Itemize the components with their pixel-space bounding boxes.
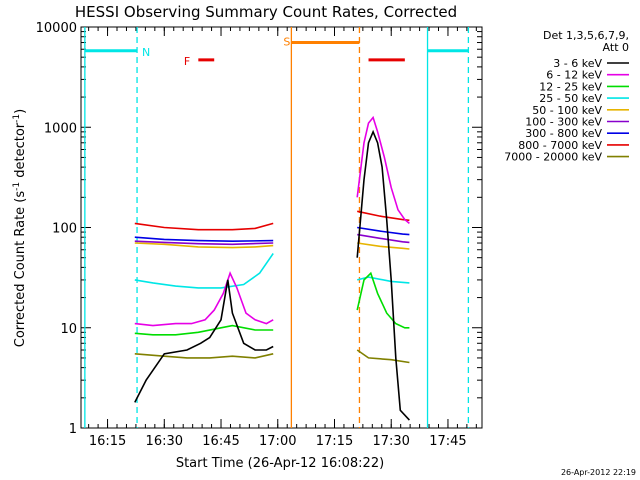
- series-line: [357, 276, 410, 284]
- legend-entry-label: 300 - 800 keV: [525, 127, 602, 140]
- legend-entry-label: 800 - 7000 keV: [518, 139, 602, 152]
- series-line: [357, 226, 410, 236]
- axis-ticks: 1 10 100 1000 10000 16:15 16:30 16:45 17:00 17:15…: [36, 21, 482, 449]
- mode-annotations: N F S: [142, 35, 290, 68]
- plot-frame: [80, 26, 483, 429]
- mode-annotation: F: [184, 55, 190, 68]
- mode-annotation: N: [142, 46, 150, 59]
- x-tick-label: 17:00: [259, 434, 296, 449]
- mode-bars: [84, 41, 469, 62]
- series-line: [356, 115, 410, 225]
- x-axis-label: Start Time (26-Apr-12 16:08:22): [176, 456, 384, 471]
- x-tick-label: 16:45: [202, 434, 239, 449]
- series-line: [134, 271, 274, 327]
- y-tick-label: 100: [52, 222, 77, 237]
- legend-entry-label: 25 - 50 keV: [539, 92, 602, 105]
- legend-entry-label: 3 - 6 keV: [553, 57, 602, 70]
- chart-title: HESSI Observing Summary Count Rates, Cor…: [75, 3, 457, 21]
- y-tick-label: 1: [69, 422, 77, 437]
- legend-entry-label: 12 - 25 keV: [539, 80, 602, 93]
- legend-header-detectors: Det 1,3,5,6,7,9,: [543, 29, 629, 42]
- series-line: [356, 129, 410, 421]
- timestamp: 26-Apr-2012 22:19: [561, 468, 636, 477]
- series-line: [134, 253, 274, 289]
- x-tick-label: 17:15: [316, 434, 353, 449]
- series-line: [357, 242, 410, 250]
- legend-entry-label: 100 - 300 keV: [525, 116, 602, 129]
- x-tick-label: 17:30: [372, 434, 409, 449]
- series-line: [134, 324, 274, 336]
- mode-annotation: S: [283, 35, 290, 48]
- series-line: [134, 242, 274, 249]
- series-line: [134, 222, 274, 231]
- legend-entry-label: 6 - 12 keV: [546, 69, 602, 82]
- series-line: [356, 271, 410, 329]
- series-line: [134, 236, 274, 243]
- x-tick-label: 17:45: [429, 434, 466, 449]
- legend-entry-label: 50 - 100 keV: [532, 104, 602, 117]
- y-tick-label: 1000: [44, 121, 77, 136]
- series-line: [356, 349, 410, 364]
- series-line: [134, 240, 274, 246]
- legend-header-attenuator: Att 0: [603, 41, 629, 54]
- y-tick-label: 10: [60, 322, 77, 337]
- series-line: [134, 279, 274, 403]
- series-line: [134, 353, 274, 359]
- legend-entry-label: 7000 - 20000 keV: [504, 151, 602, 164]
- y-tick-label: 10000: [36, 21, 77, 36]
- x-tick-label: 16:15: [89, 434, 126, 449]
- mode-boundary-lines: [84, 27, 470, 428]
- series-line: [357, 233, 410, 244]
- x-tick-label: 16:30: [146, 434, 183, 449]
- series-group: [134, 115, 410, 421]
- y-axis-label: Corrected Count Rate (s-1 detector-1): [12, 109, 28, 347]
